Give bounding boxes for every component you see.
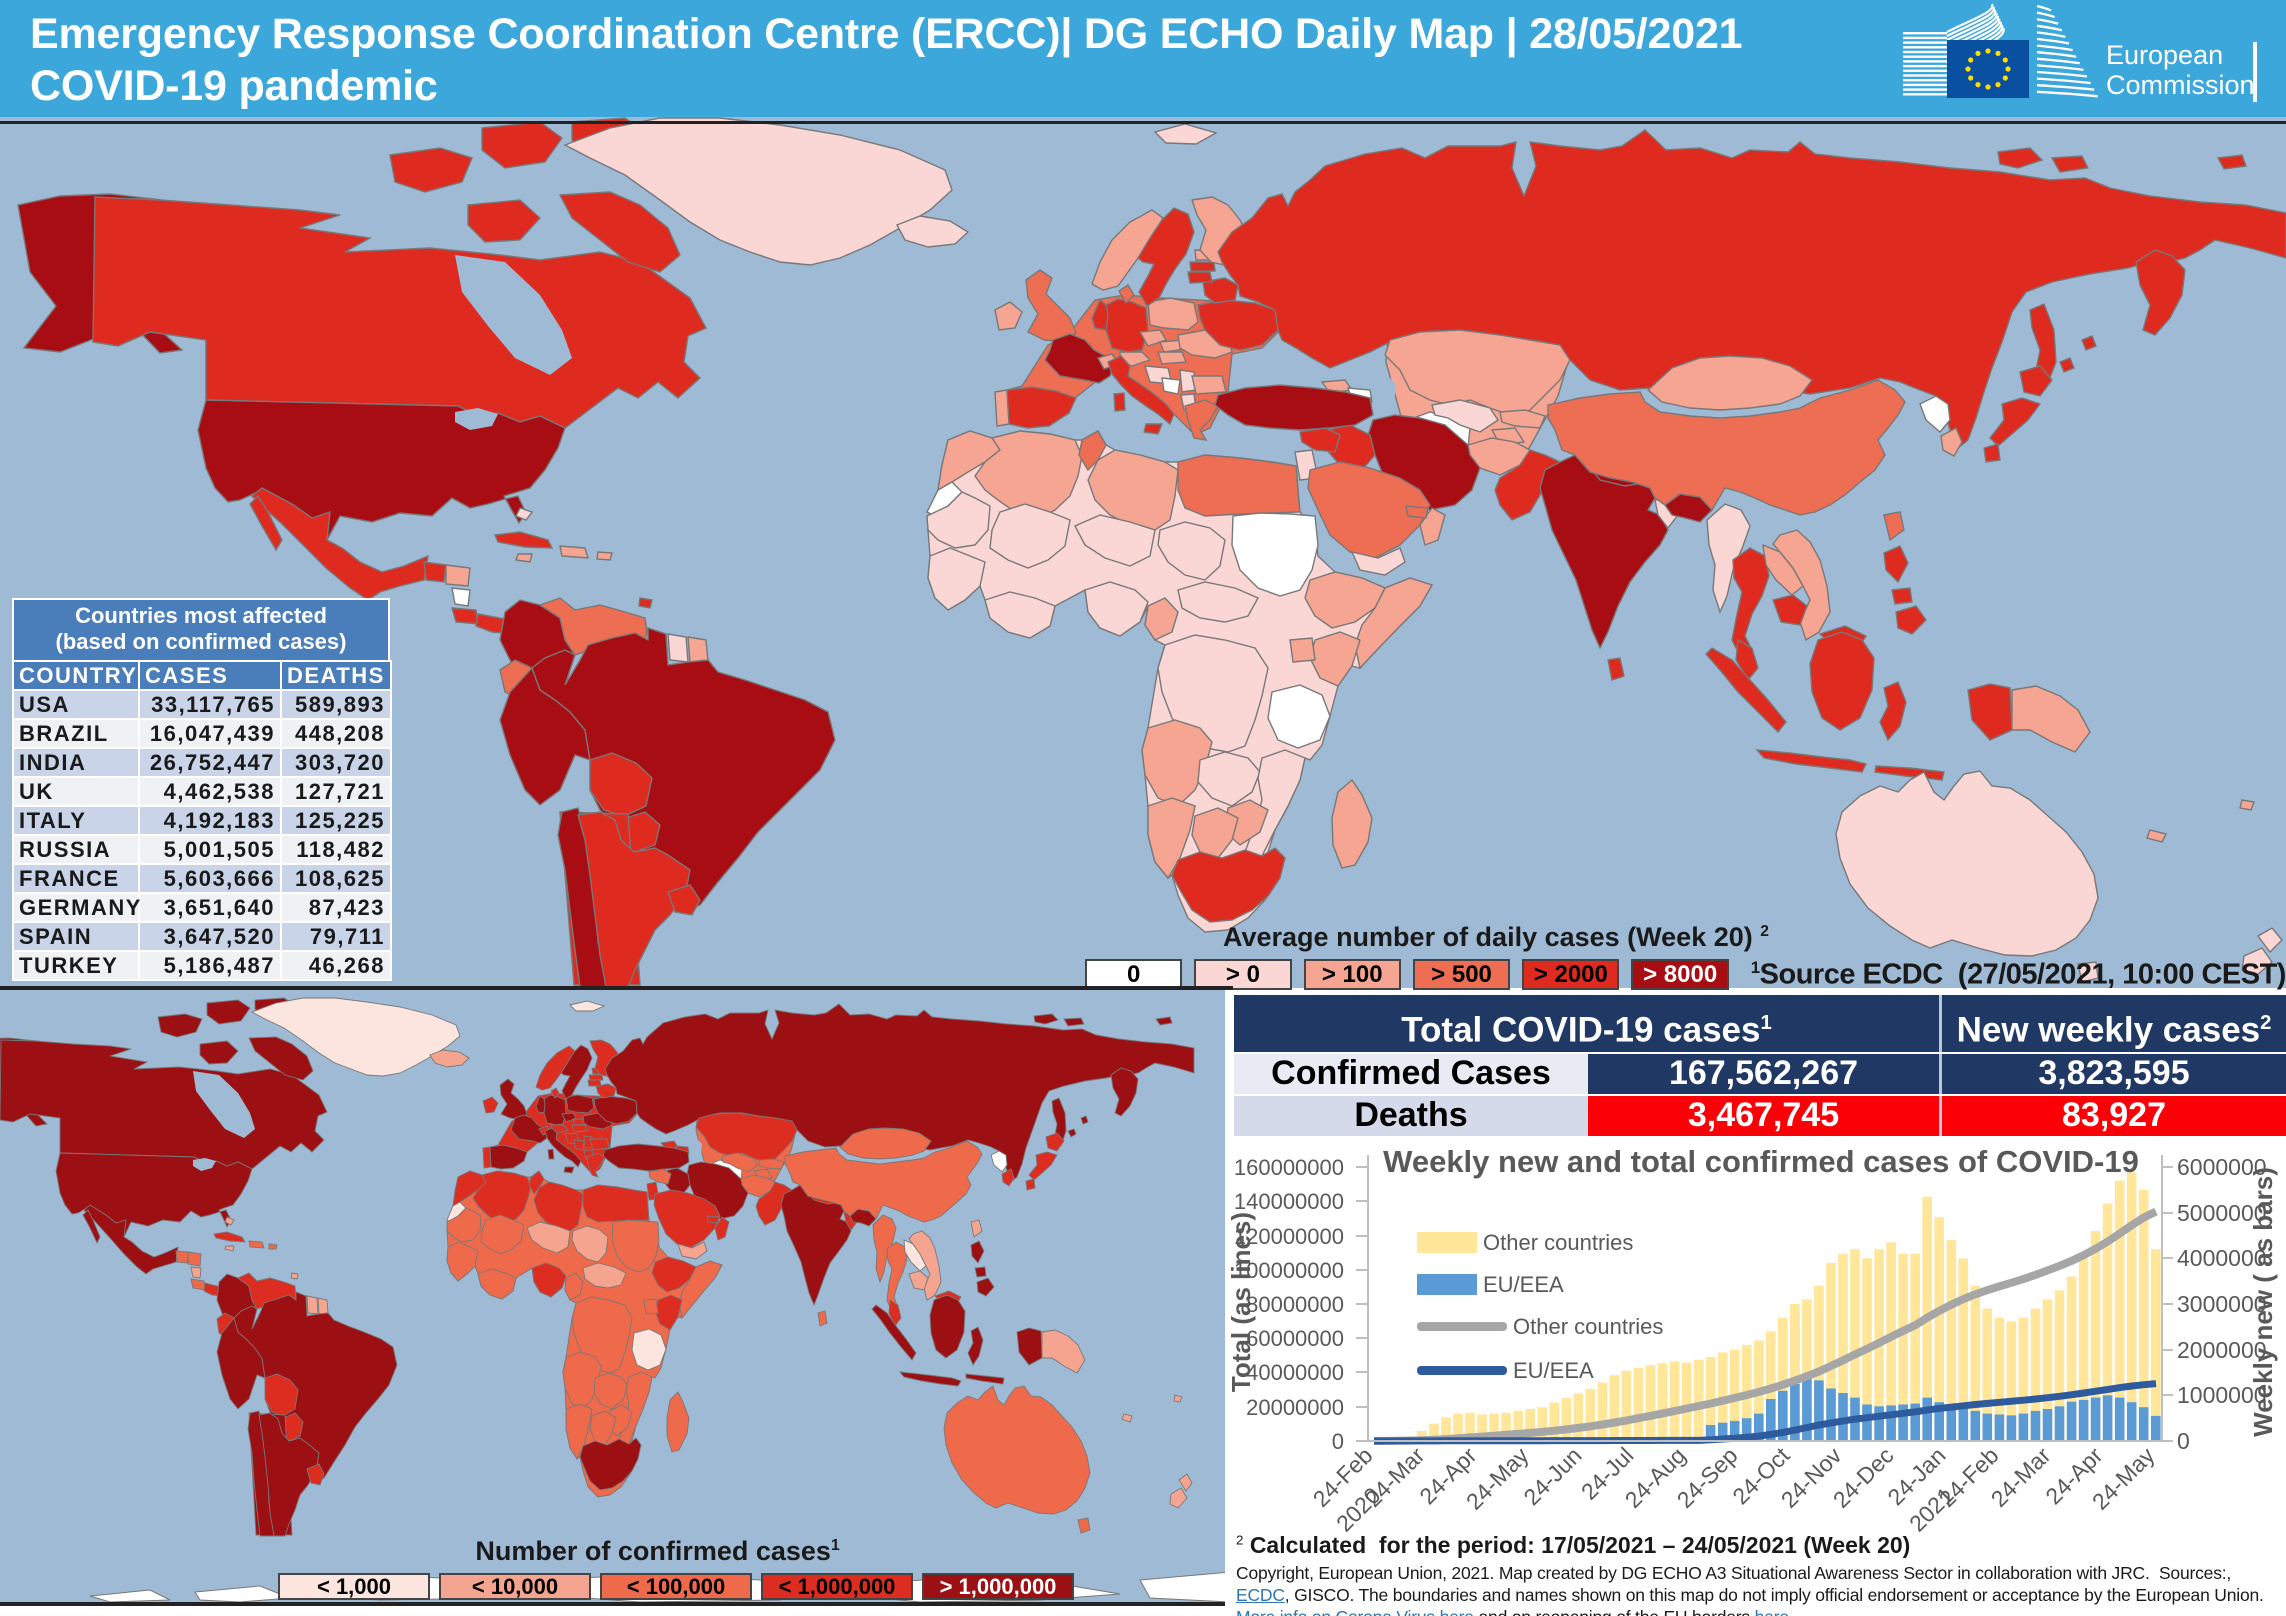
svg-text:Weekly new and total confirmed: Weekly new and total confirmed cases of … [1383, 1144, 2139, 1179]
svg-text:2000000: 2000000 [2177, 1337, 2267, 1363]
svg-text:80000000: 80000000 [1246, 1292, 1344, 1317]
svg-text:0: 0 [1332, 1429, 1344, 1454]
svg-text:120000000: 120000000 [1234, 1224, 1344, 1249]
svg-text:140000000: 140000000 [1234, 1189, 1344, 1214]
svg-text:24-Mar: 24-Mar [1360, 1442, 1430, 1512]
svg-text:60000000: 60000000 [1246, 1326, 1344, 1351]
svg-text:40000000: 40000000 [1246, 1360, 1344, 1385]
svg-text:EU/EEA: EU/EEA [1483, 1272, 1564, 1297]
svg-text:5000000: 5000000 [2177, 1200, 2267, 1226]
svg-text:160000000: 160000000 [1234, 1155, 1344, 1180]
svg-text:100000000: 100000000 [1234, 1258, 1344, 1283]
svg-text:Other countries: Other countries [1483, 1230, 1633, 1255]
svg-text:Other countries: Other countries [1513, 1314, 1663, 1339]
svg-text:Commission: Commission [2106, 70, 2255, 100]
svg-text:24-Mar: 24-Mar [1986, 1442, 2056, 1512]
svg-text:Weekly new ( as bars): Weekly new ( as bars) [2248, 1167, 2278, 1437]
svg-text:24-Jun: 24-Jun [1518, 1442, 1586, 1510]
svg-text:4000000: 4000000 [2177, 1245, 2267, 1271]
svg-text:European: European [2106, 40, 2223, 70]
svg-text:3000000: 3000000 [2177, 1291, 2267, 1317]
svg-text:0: 0 [2177, 1428, 2190, 1454]
svg-text:Total (as lines): Total (as lines) [1226, 1212, 1256, 1392]
svg-text:20000000: 20000000 [1246, 1395, 1344, 1420]
svg-text:EU/EEA: EU/EEA [1513, 1358, 1594, 1383]
svg-text:1000000: 1000000 [2177, 1382, 2267, 1408]
svg-text:6000000: 6000000 [2177, 1154, 2267, 1180]
